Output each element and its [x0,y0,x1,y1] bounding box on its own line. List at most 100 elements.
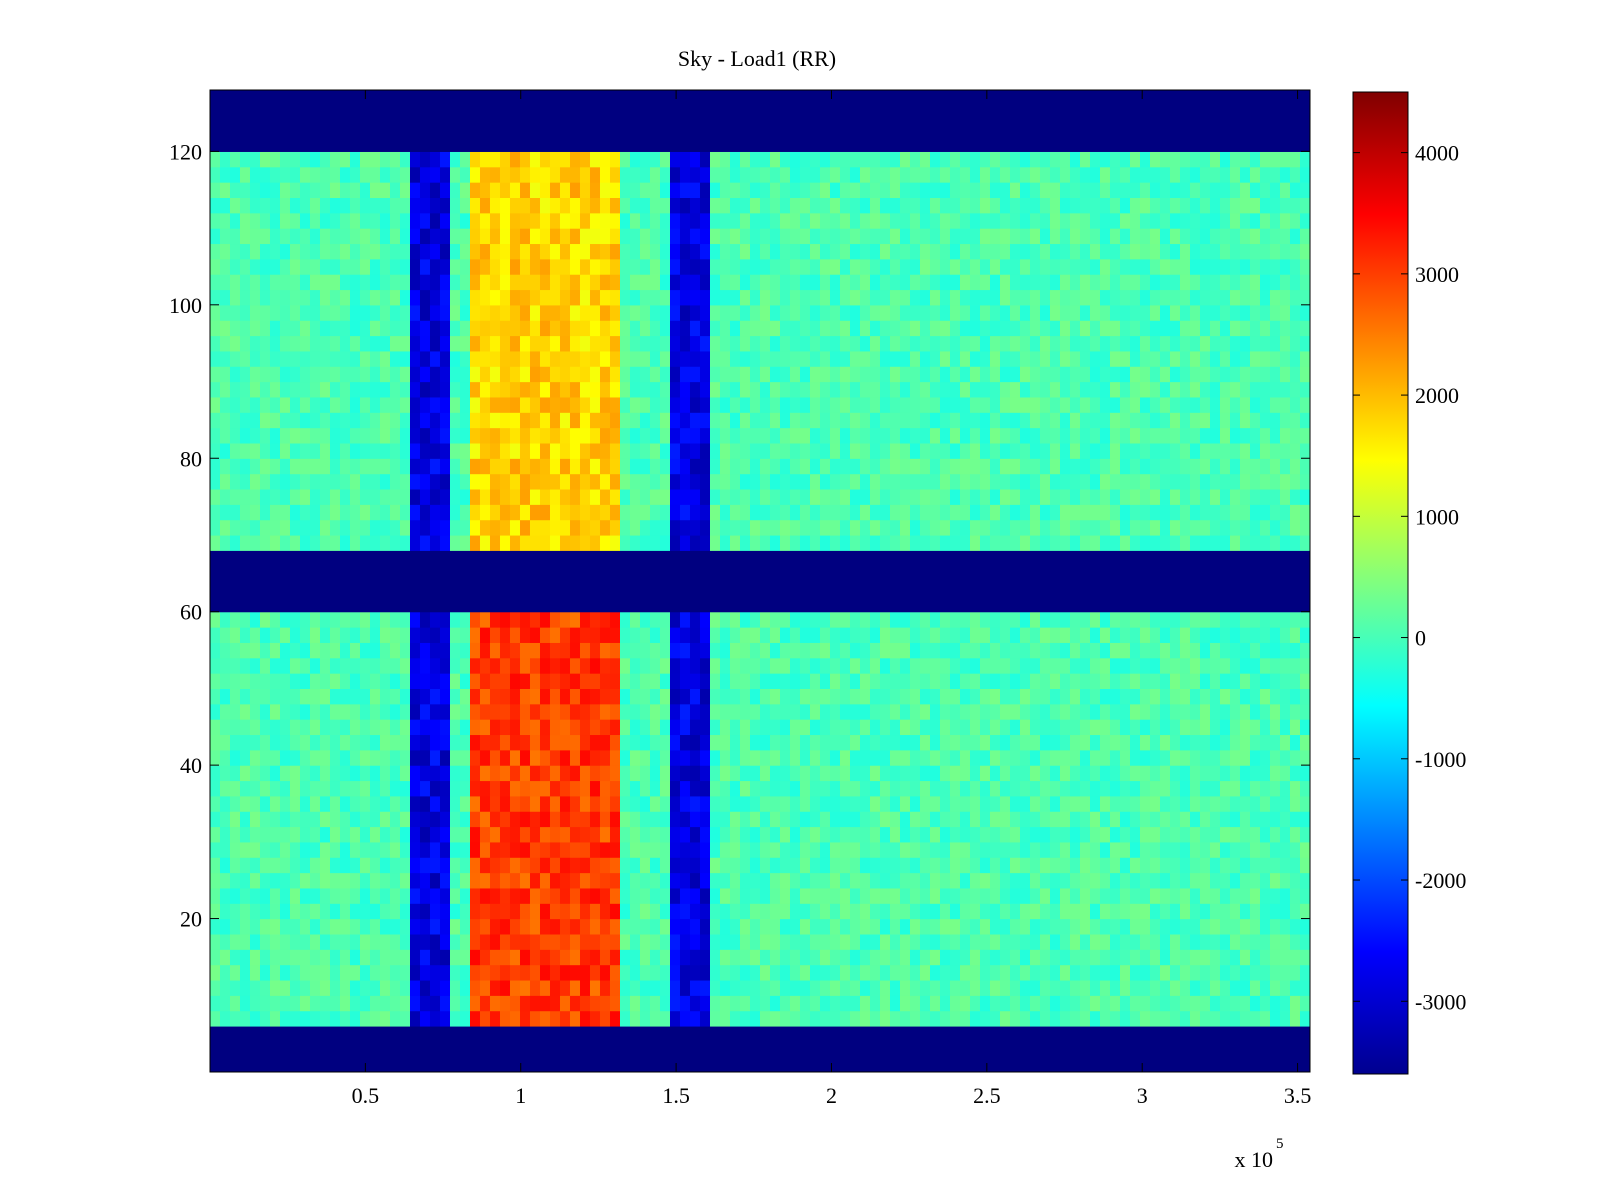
heatmap-cell [300,427,311,444]
heatmap-cell [380,918,391,935]
heatmap-cell [630,1041,641,1058]
heatmap-cell [900,949,911,966]
heatmap-cell [840,995,851,1012]
heatmap-cell [300,765,311,782]
heatmap-cell [810,979,821,996]
heatmap-cell [630,627,641,643]
heatmap-cell [770,887,781,904]
heatmap-cell [700,841,711,858]
heatmap-cell [370,304,381,321]
heatmap-cell [210,826,221,843]
heatmap-cell [820,887,831,904]
heatmap-cell [380,396,391,413]
heatmap-cell [670,320,681,337]
heatmap-cell [570,228,581,245]
heatmap-cell [820,212,831,229]
heatmap-cell [330,1056,341,1072]
heatmap-cell [500,1010,511,1027]
heatmap-cell [960,795,971,812]
heatmap-cell [680,534,691,551]
heatmap-cell [270,872,281,889]
heatmap-cell [710,335,721,352]
heatmap-cell [890,105,901,122]
heatmap-cell [600,458,611,475]
heatmap-cell [670,611,681,628]
heatmap-cell [550,228,561,245]
heatmap-cell [820,458,831,475]
heatmap-cell [690,550,701,567]
heatmap-cell [740,166,751,183]
heatmap-cell [430,596,441,613]
heatmap-cell [390,964,401,981]
heatmap-cell [760,857,771,874]
heatmap-cell [820,151,831,168]
heatmap-cell [630,581,641,597]
heatmap-cell [860,872,871,889]
heatmap-cell [770,673,781,689]
heatmap-cell [620,166,631,183]
heatmap-cell [210,197,221,214]
heatmap-cell [360,719,371,736]
heatmap-cell [770,826,781,843]
heatmap-cell [830,688,841,705]
heatmap-cell [310,826,321,843]
heatmap-cell [580,350,591,367]
heatmap-cell [310,274,321,291]
heatmap-cell [330,826,341,843]
heatmap-cell [950,857,961,874]
heatmap-cell [220,350,231,367]
heatmap-cell [820,258,831,275]
heatmap-cell [600,1041,611,1058]
heatmap-cell [420,197,431,214]
heatmap-cell [500,765,511,782]
heatmap-cell [580,780,591,797]
heatmap-cell [370,857,381,874]
heatmap-cell [870,274,881,291]
heatmap-cell [780,611,791,628]
heatmap-cell [770,933,781,950]
heatmap-cell [800,105,811,122]
heatmap-cell [520,136,531,152]
heatmap-cell [920,550,931,567]
heatmap-cell [600,826,611,843]
heatmap-cell [780,581,791,597]
heatmap-cell [710,320,721,337]
heatmap-cell [310,565,321,582]
heatmap-cell [710,657,721,674]
heatmap-cell [890,1010,901,1027]
heatmap-cell [680,872,691,889]
heatmap-cell [950,872,961,889]
heatmap-cell [830,734,841,751]
heatmap-cell [260,182,271,198]
heatmap-cell [610,581,621,597]
heatmap-cell [670,857,681,874]
heatmap-cell [660,473,671,490]
heatmap-cell [770,427,781,444]
heatmap-cell [600,627,611,643]
heatmap-cell [520,519,531,536]
heatmap-cell [980,304,991,321]
heatmap-cell [600,243,611,260]
heatmap-cell [410,550,421,567]
heatmap-cell [430,90,441,106]
heatmap-cell [560,105,571,122]
heatmap-cell [270,396,281,413]
heatmap-cell [570,841,581,858]
heatmap-cell [300,258,311,275]
heatmap-cell [410,1056,421,1072]
heatmap-cell [660,1041,671,1058]
heatmap-cell [210,964,221,981]
heatmap-cell [780,979,791,996]
heatmap-cell [390,611,401,628]
heatmap-cell [860,979,871,996]
heatmap-cell [920,688,931,705]
heatmap-cell [280,120,291,137]
heatmap-cell [320,136,331,152]
heatmap-cell [230,949,241,966]
heatmap-cell [520,841,531,858]
heatmap-cell [210,1056,221,1072]
heatmap-cell [510,918,521,935]
heatmap-cell [610,504,621,521]
heatmap-cell [730,412,741,429]
heatmap-cell [900,642,911,659]
